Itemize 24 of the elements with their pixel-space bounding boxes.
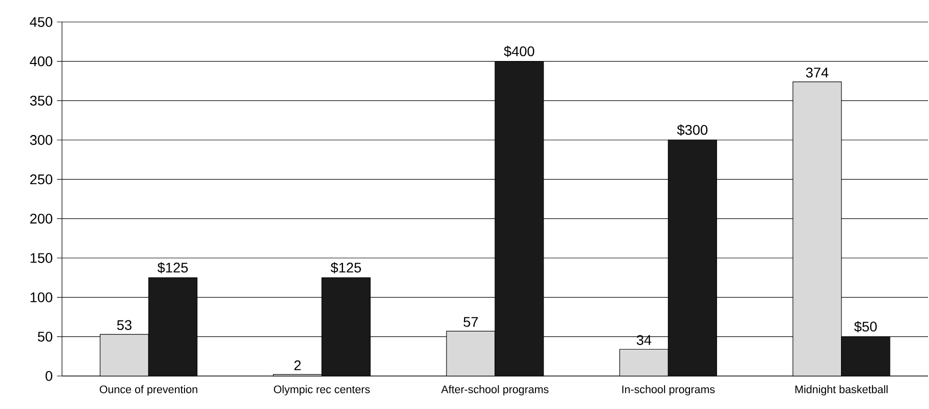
x-tick-label: In-school programs <box>622 385 715 396</box>
y-tick-label: 200 <box>30 214 52 224</box>
data-label: 53 <box>117 320 132 330</box>
data-label: $50 <box>854 321 877 332</box>
y-tick-label: 350 <box>30 96 52 106</box>
data-label: $125 <box>330 262 361 274</box>
data-label: $300 <box>677 124 708 136</box>
y-tick-label: 50 <box>38 332 52 342</box>
data-label: 2 <box>294 360 301 370</box>
data-label: $125 <box>157 262 188 274</box>
y-tick-label: 250 <box>30 174 52 184</box>
y-tick-label: 400 <box>30 56 52 66</box>
data-label: $400 <box>504 46 534 58</box>
y-tick-label: 150 <box>30 253 52 263</box>
y-tick-label: 450 <box>30 17 52 27</box>
x-tick-label: Olympic rec centers <box>274 385 370 396</box>
y-tick-label: 300 <box>30 135 52 145</box>
y-tick-label: 100 <box>30 292 52 302</box>
x-tick-label: Ounce of prevention <box>100 385 198 396</box>
x-tick-label: Midnight basketball <box>795 385 888 396</box>
x-tick-label: After-school programs <box>441 385 548 396</box>
y-tick-label: 0 <box>46 371 52 381</box>
data-label: 374 <box>806 68 828 78</box>
data-label: 57 <box>464 317 478 327</box>
